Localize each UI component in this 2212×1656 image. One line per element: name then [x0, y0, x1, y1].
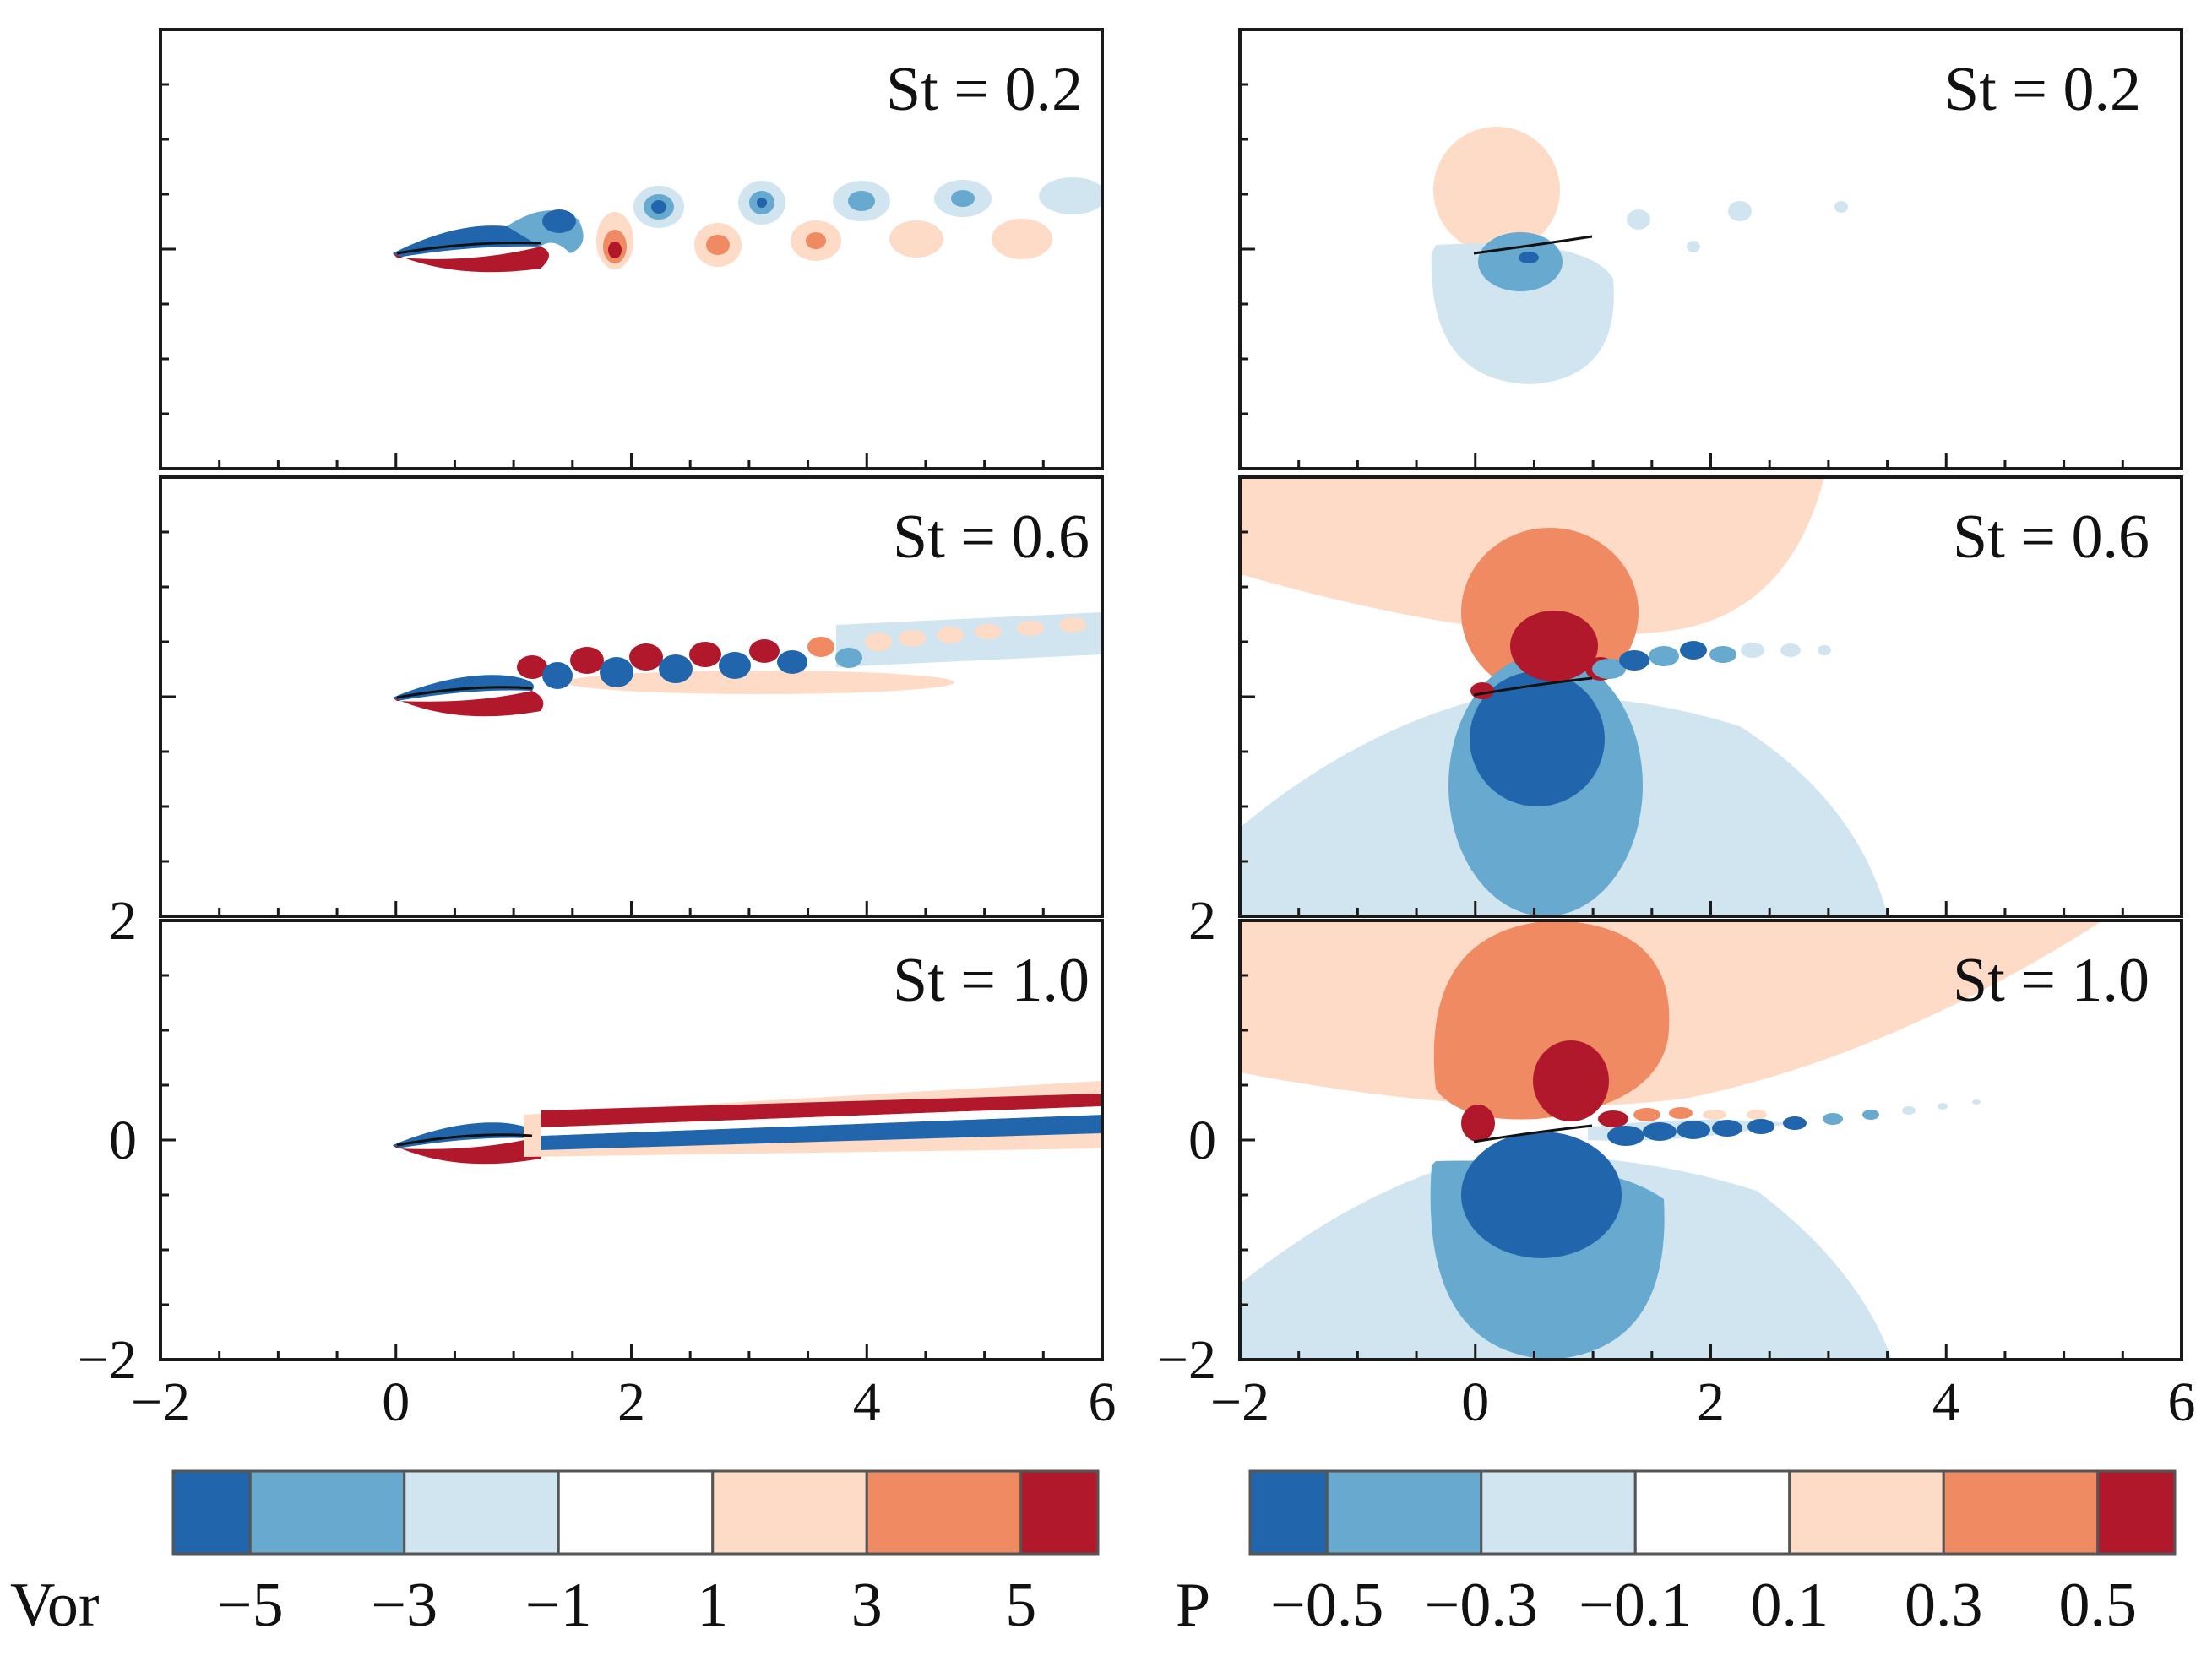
colorbar-tick-label: 3 — [851, 1571, 883, 1640]
colorbar-tick-label: −3 — [371, 1571, 438, 1640]
colorbar-tick-label: −5 — [217, 1571, 284, 1640]
colorbar-swatch — [557, 1469, 715, 1556]
vorticity-field-st-0.2 — [393, 177, 1102, 273]
pressure-field-st-0.2 — [1431, 127, 1848, 384]
st-label-vor-0.6: St = 0.6 — [893, 502, 1090, 572]
colorbar-swatch — [1480, 1469, 1637, 1556]
x-tick-label: 6 — [1089, 1371, 1117, 1433]
colorbar-swatch — [1325, 1469, 1483, 1556]
colorbar-tick-label: 0.5 — [2059, 1571, 2138, 1640]
x-tick-label: 2 — [617, 1371, 645, 1433]
axes-layer: −2 0 2 4 6 −2 0 2 −2 0 2 4 6 −2 0 2 — [78, 28, 2196, 1433]
st-label-vor-0.2: St = 0.2 — [886, 55, 1083, 124]
vorticity-field-st-1.0 — [393, 1081, 1102, 1165]
x-tick-label: 0 — [1461, 1371, 1489, 1433]
x-tick-label: 2 — [1697, 1371, 1725, 1433]
colorbar-tick-label: −0.3 — [1425, 1571, 1538, 1640]
vorticity-colorbar-title: Vor — [10, 1571, 100, 1640]
colorbar-swatch — [248, 1469, 406, 1556]
y-tick-label: 0 — [109, 1110, 137, 1171]
pressure-panel-st-0.2 — [1238, 28, 2183, 470]
x-tick-label: 4 — [853, 1371, 881, 1433]
colorbar-swatch — [1019, 1469, 1100, 1556]
colorbar-swatch — [171, 1469, 252, 1556]
pressure-panel-st-1.0 — [1238, 919, 2183, 1361]
st-label-vor-1.0: St = 1.0 — [893, 946, 1090, 1015]
colorbar-swatch — [711, 1469, 868, 1556]
colorbar-swatch — [403, 1469, 560, 1556]
colorbar-tick-label: −0.5 — [1270, 1571, 1383, 1640]
colorbar-swatch — [865, 1469, 1023, 1556]
colorbar-tick-label: 0.3 — [1905, 1571, 1983, 1640]
y-tick-label: −2 — [78, 1329, 137, 1391]
colorbar-tick-label: 0.1 — [1751, 1571, 1829, 1640]
st-label-p-1.0: St = 1.0 — [1953, 946, 2149, 1015]
x-tick-label: 4 — [1932, 1371, 1960, 1433]
pressure-panel-st-0.6 — [1238, 475, 2183, 918]
colorbar-tick-label: 5 — [1005, 1571, 1036, 1640]
vorticity-field-st-0.6 — [393, 612, 1102, 717]
st-label-p-0.6: St = 0.6 — [1953, 502, 2149, 572]
x-tick-label: 0 — [382, 1371, 410, 1433]
pressure-colorbar: −0.5 −0.3 −0.1 0.1 0.3 0.5 — [1248, 1469, 2177, 1640]
x-tick-label: −2 — [131, 1371, 190, 1433]
colorbar-tick-label: 1 — [697, 1571, 728, 1640]
colorbar-swatch — [1248, 1469, 1329, 1556]
vorticity-panel-st-1.0 — [159, 919, 1104, 1361]
colorbar-tick-label: −1 — [525, 1571, 592, 1640]
colorbar-swatch — [1633, 1469, 1791, 1556]
pressure-field-st-1.0 — [1240, 920, 2103, 1360]
y-tick-label: −2 — [1157, 1329, 1216, 1391]
colorbar-tick-label: −0.1 — [1579, 1571, 1692, 1640]
y-tick-label: 2 — [1188, 890, 1216, 952]
colorbar-swatch — [1942, 1469, 2100, 1556]
x-tick-label: 6 — [2168, 1371, 2196, 1433]
colorbar-swatch — [1788, 1469, 1945, 1556]
y-tick-label: 0 — [1188, 1110, 1216, 1171]
vorticity-colorbar: −5 −3 −1 1 3 5 — [171, 1469, 1100, 1640]
st-label-p-0.2: St = 0.2 — [1944, 55, 2141, 124]
pressure-colorbar-title: P — [1176, 1571, 1210, 1640]
y-tick-label: 2 — [109, 890, 137, 952]
colorbar-swatch — [2096, 1469, 2177, 1556]
x-tick-label: −2 — [1210, 1371, 1269, 1433]
vorticity-panel-st-0.2 — [159, 28, 1104, 470]
pressure-field-st-0.6 — [1240, 477, 1888, 916]
